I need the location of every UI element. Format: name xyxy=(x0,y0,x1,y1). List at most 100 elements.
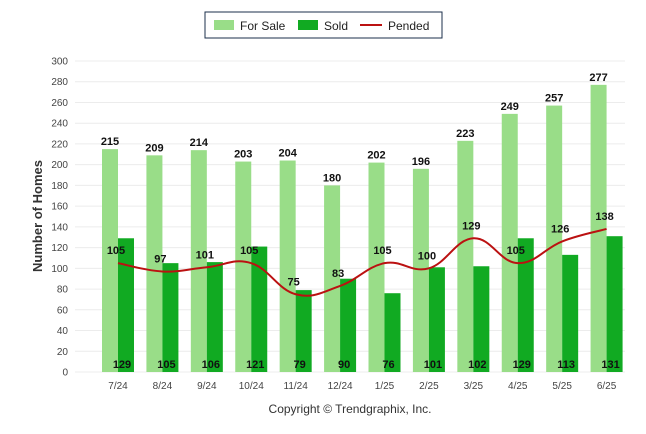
bar-sold xyxy=(517,238,534,372)
y-tick-label: 40 xyxy=(57,326,69,337)
x-tick-label: 1/25 xyxy=(375,381,395,392)
data-label-sold: 90 xyxy=(338,359,350,371)
data-label-for-sale: 249 xyxy=(501,101,519,113)
data-label-for-sale: 196 xyxy=(412,156,430,168)
y-tick-label: 140 xyxy=(51,222,68,233)
data-label-sold: 121 xyxy=(246,359,264,371)
bar-for-sale xyxy=(324,185,341,372)
y-tick-label: 200 xyxy=(51,160,68,171)
bar-for-sale xyxy=(235,161,252,372)
y-tick-label: 220 xyxy=(51,139,68,150)
data-label-for-sale: 215 xyxy=(101,136,119,148)
data-label-for-sale: 202 xyxy=(367,150,385,162)
bar-sold xyxy=(340,278,357,372)
bar-sold xyxy=(562,254,579,372)
data-label-pended: 100 xyxy=(418,250,436,262)
pended-series-line xyxy=(117,227,607,297)
legend-swatch-for-sale xyxy=(214,20,234,30)
data-label-for-sale: 223 xyxy=(456,128,474,140)
data-label-sold: 102 xyxy=(468,359,486,371)
y-axis-ticks: 0 20 40 60 80 100 120 140 160 180 200 220 240 260 280 3… xyxy=(51,57,68,379)
data-label-sold: 113 xyxy=(557,359,575,371)
bar-for-sale xyxy=(501,113,518,373)
y-tick-label: 0 xyxy=(62,368,68,379)
x-tick-label: 9/24 xyxy=(197,381,217,392)
bar-for-sale xyxy=(190,150,207,372)
bar-sold xyxy=(162,263,179,372)
data-label-pended: 138 xyxy=(595,211,613,223)
data-label-pended: 75 xyxy=(288,276,300,288)
bar-for-sale xyxy=(146,155,163,372)
y-tick-label: 120 xyxy=(51,243,68,254)
x-tick-label: 10/24 xyxy=(239,381,264,392)
bar-for-sale xyxy=(368,162,385,372)
legend-label-for-sale: For Sale xyxy=(240,19,286,33)
bar-for-sale xyxy=(457,140,474,372)
bar-for-sale xyxy=(546,105,563,373)
y-tick-label: 20 xyxy=(57,347,69,358)
data-label-for-sale: 277 xyxy=(589,72,607,84)
y-tick-label: 300 xyxy=(51,57,68,68)
data-label-for-sale: 209 xyxy=(145,142,163,154)
data-label-pended: 97 xyxy=(154,253,166,265)
data-label-sold: 101 xyxy=(424,359,442,371)
x-tick-label: 6/25 xyxy=(597,381,617,392)
bar-sold xyxy=(295,290,312,372)
legend-label-pended: Pended xyxy=(388,19,429,33)
data-label-pended: 105 xyxy=(507,245,525,257)
data-label-sold: 106 xyxy=(202,359,220,371)
y-tick-label: 280 xyxy=(51,77,68,88)
legend-label-sold: Sold xyxy=(324,19,348,33)
data-label-sold: 105 xyxy=(157,359,175,371)
data-label-for-sale: 203 xyxy=(234,149,252,161)
y-tick-label: 160 xyxy=(51,202,68,213)
data-label-pended: 126 xyxy=(551,223,569,235)
data-label-sold: 129 xyxy=(113,359,131,371)
x-tick-label: 12/24 xyxy=(328,381,353,392)
x-axis-ticks: 7/24 8/24 9/24 10/24 11/24 12/24 1/25 2/25 3/25 4… xyxy=(108,381,616,392)
data-label-for-sale: 214 xyxy=(190,137,209,149)
bars xyxy=(102,84,623,373)
data-label-pended: 101 xyxy=(196,249,214,261)
data-label-pended: 105 xyxy=(240,245,258,257)
data-label-sold: 131 xyxy=(601,359,619,371)
x-tick-label: 8/24 xyxy=(153,381,173,392)
bar-sold xyxy=(251,246,268,372)
pended-line xyxy=(117,227,607,297)
y-tick-label: 260 xyxy=(51,98,68,109)
y-tick-label: 100 xyxy=(51,264,68,275)
x-tick-label: 11/24 xyxy=(284,381,309,392)
x-tick-label: 3/25 xyxy=(464,381,484,392)
y-tick-label: 240 xyxy=(51,119,68,130)
bar-sold xyxy=(428,267,445,372)
x-tick-label: 2/25 xyxy=(419,381,439,392)
data-label-pended: 83 xyxy=(332,268,344,280)
y-tick-label: 80 xyxy=(57,285,69,296)
bar-for-sale xyxy=(279,160,296,372)
data-label-pended: 105 xyxy=(107,245,125,257)
y-tick-label: 180 xyxy=(51,181,68,192)
bar-sold xyxy=(606,236,623,372)
legend-swatch-sold xyxy=(298,20,318,30)
data-label-pended: 129 xyxy=(462,220,480,232)
y-axis-label: Number of Homes xyxy=(30,160,45,272)
bar-sold xyxy=(384,293,401,372)
data-label-for-sale: 180 xyxy=(323,172,341,184)
data-label-for-sale: 204 xyxy=(278,148,297,160)
x-tick-label: 7/24 xyxy=(108,381,128,392)
data-label-for-sale: 257 xyxy=(545,93,563,105)
y-tick-label: 60 xyxy=(57,305,69,316)
copyright-text: Copyright © Trendgraphix, Inc. xyxy=(269,402,432,416)
data-label-sold: 129 xyxy=(513,359,531,371)
data-label-pended: 105 xyxy=(373,245,391,257)
data-labels: 215 129 209 105 214 106 203 121 204 79 180 90 202 76 1… xyxy=(101,72,620,371)
x-tick-label: 4/25 xyxy=(508,381,528,392)
bar-for-sale xyxy=(102,149,118,372)
bar-sold xyxy=(118,238,134,372)
bar-sold xyxy=(206,262,223,372)
legend: For Sale Sold Pended xyxy=(204,11,443,39)
bar-for-sale xyxy=(590,84,607,373)
x-tick-label: 5/25 xyxy=(552,381,572,392)
data-label-sold: 79 xyxy=(294,359,306,371)
